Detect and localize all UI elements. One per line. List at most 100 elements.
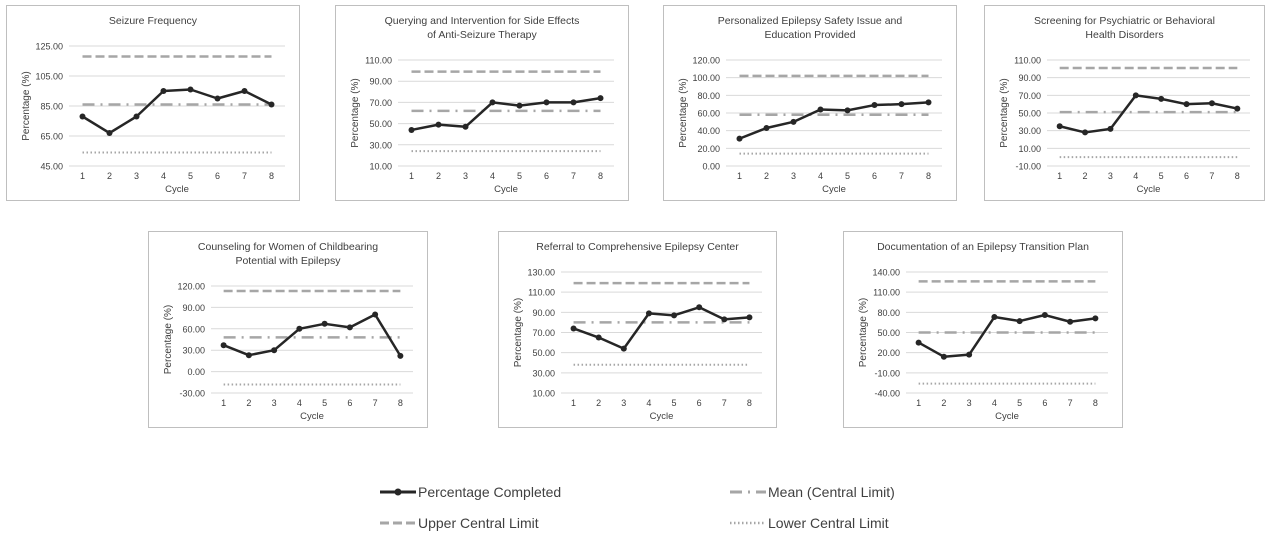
completed-point bbox=[1067, 318, 1074, 325]
x-tick-label: 5 bbox=[845, 171, 850, 181]
x-tick-label: 7 bbox=[571, 171, 576, 181]
completed-point bbox=[817, 106, 824, 113]
y-tick-label: 110.00 bbox=[528, 288, 555, 298]
x-tick-label: 8 bbox=[1235, 171, 1240, 181]
legend-mean-swatch bbox=[730, 490, 766, 494]
chart-title-line: Screening for Psychiatric or Behavioral bbox=[1034, 15, 1215, 27]
legend-lower: Lower Central Limit bbox=[728, 513, 948, 533]
y-tick-label: 90.00 bbox=[1018, 73, 1041, 83]
x-tick-label: 1 bbox=[1057, 171, 1062, 181]
x-tick-label: 3 bbox=[791, 171, 796, 181]
legend-lower-swatch bbox=[730, 521, 766, 525]
x-tick-label: 7 bbox=[899, 171, 904, 181]
x-tick-label: 6 bbox=[1042, 398, 1047, 408]
x-tick-label: 6 bbox=[544, 171, 549, 181]
y-tick-label: 0.00 bbox=[187, 367, 205, 377]
completed-point bbox=[397, 352, 404, 359]
chart-title: Personalized Epilepsy Safety Issue and Ed… bbox=[664, 14, 956, 42]
x-tick-label: 5 bbox=[517, 171, 522, 181]
completed-point bbox=[241, 88, 248, 94]
chart-title-line: Referral to Comprehensive Epilepsy Cente… bbox=[536, 241, 739, 253]
legend-mean-label: Mean (Central Limit) bbox=[768, 484, 895, 500]
chart-title-line: Seizure Frequency bbox=[108, 15, 198, 27]
completed-point bbox=[871, 102, 878, 109]
chart-plot: 10.00 30.00 50.00 70.00 90.00 110.00 1 2 3 4 5 6 7 8 C… bbox=[350, 56, 614, 195]
completed-point bbox=[160, 88, 167, 94]
completed-point bbox=[1041, 312, 1048, 319]
legend-completed-label: Percentage Completed bbox=[418, 484, 562, 500]
completed-point bbox=[271, 347, 278, 354]
y-tick-label: 50.00 bbox=[1018, 109, 1041, 119]
x-axis-label: Cycle bbox=[300, 411, 324, 422]
y-tick-label: 110.00 bbox=[1014, 56, 1041, 66]
completed-point bbox=[1234, 105, 1241, 112]
y-axis-label: Percentage (%) bbox=[513, 298, 524, 367]
y-tick-label: 130.00 bbox=[527, 268, 555, 278]
x-tick-label: 6 bbox=[215, 171, 220, 181]
y-tick-label: 80.00 bbox=[877, 308, 900, 318]
chart-psychiatric-screening: Screening for Psychiatric or Behavioral H… bbox=[984, 5, 1265, 201]
x-tick-label: 4 bbox=[1133, 171, 1138, 181]
completed-point bbox=[620, 345, 627, 352]
completed-point bbox=[1107, 125, 1114, 132]
completed-point bbox=[435, 121, 442, 128]
chart-title-line: Personalized Epilepsy Safety Issue and bbox=[717, 15, 903, 27]
x-tick-label: 5 bbox=[672, 398, 677, 408]
x-tick-label: 7 bbox=[373, 398, 378, 408]
x-tick-label: 4 bbox=[161, 171, 166, 181]
y-tick-label: 50.00 bbox=[369, 119, 392, 129]
x-tick-label: 5 bbox=[1159, 171, 1164, 181]
x-axis-label: Cycle bbox=[822, 184, 846, 195]
y-tick-label: 70.00 bbox=[369, 98, 392, 108]
completed-point bbox=[106, 130, 113, 136]
completed-point bbox=[1056, 123, 1063, 130]
y-tick-label: 10.00 bbox=[369, 162, 392, 172]
x-tick-label: 2 bbox=[1083, 171, 1088, 181]
completed-point bbox=[321, 320, 328, 327]
x-tick-label: 2 bbox=[246, 398, 251, 408]
x-tick-label: 7 bbox=[1068, 398, 1073, 408]
x-tick-label: 3 bbox=[1108, 171, 1113, 181]
y-tick-label: 105.00 bbox=[35, 72, 63, 82]
x-tick-label: 5 bbox=[1017, 398, 1022, 408]
y-tick-label: 50.00 bbox=[532, 348, 555, 358]
y-tick-label: 100.00 bbox=[692, 73, 720, 83]
x-tick-label: 4 bbox=[818, 171, 823, 181]
x-tick-label: 8 bbox=[1093, 398, 1098, 408]
chart-plot: 10.00 30.00 50.00 70.00 90.00 110.00 130.00 1 2 3… bbox=[513, 268, 762, 422]
completed-point bbox=[746, 314, 753, 321]
completed-point bbox=[570, 99, 577, 106]
x-tick-label: 1 bbox=[409, 171, 414, 181]
completed-point bbox=[489, 99, 496, 106]
x-tick-label: 4 bbox=[646, 398, 651, 408]
x-tick-label: 2 bbox=[596, 398, 601, 408]
legend-mean: Mean (Central Limit) bbox=[728, 482, 948, 502]
y-tick-label: 110.00 bbox=[365, 56, 392, 66]
y-tick-label: 90.00 bbox=[532, 308, 555, 318]
y-tick-label: 60.00 bbox=[182, 324, 205, 334]
completed-point bbox=[790, 118, 797, 125]
y-tick-label: 10.00 bbox=[1018, 144, 1041, 154]
chart-title-line: Potential with Epilepsy bbox=[235, 255, 341, 267]
completed-point bbox=[1158, 95, 1165, 102]
completed-point bbox=[570, 325, 577, 332]
completed-line bbox=[1059, 94, 1238, 134]
x-axis-label: Cycle bbox=[995, 411, 1019, 422]
x-tick-label: 2 bbox=[764, 171, 769, 181]
legend-upper-label: Upper Central Limit bbox=[418, 515, 539, 531]
completed-point bbox=[925, 99, 932, 106]
y-tick-label: -40.00 bbox=[874, 389, 900, 399]
completed-point bbox=[597, 95, 604, 102]
y-axis-label: Percentage (%) bbox=[21, 71, 32, 140]
y-tick-label: 65.00 bbox=[40, 132, 63, 142]
y-tick-label: 120.00 bbox=[177, 282, 205, 292]
chart-title: Seizure Frequency bbox=[7, 14, 299, 28]
x-axis-label: Cycle bbox=[1137, 184, 1161, 195]
x-tick-label: 1 bbox=[916, 398, 921, 408]
chart-title-line: of Anti-Seizure Therapy bbox=[427, 29, 537, 41]
x-tick-label: 3 bbox=[967, 398, 972, 408]
x-tick-label: 6 bbox=[697, 398, 702, 408]
completed-point bbox=[940, 353, 947, 360]
completed-point bbox=[296, 325, 303, 332]
y-tick-label: 60.00 bbox=[697, 109, 720, 119]
